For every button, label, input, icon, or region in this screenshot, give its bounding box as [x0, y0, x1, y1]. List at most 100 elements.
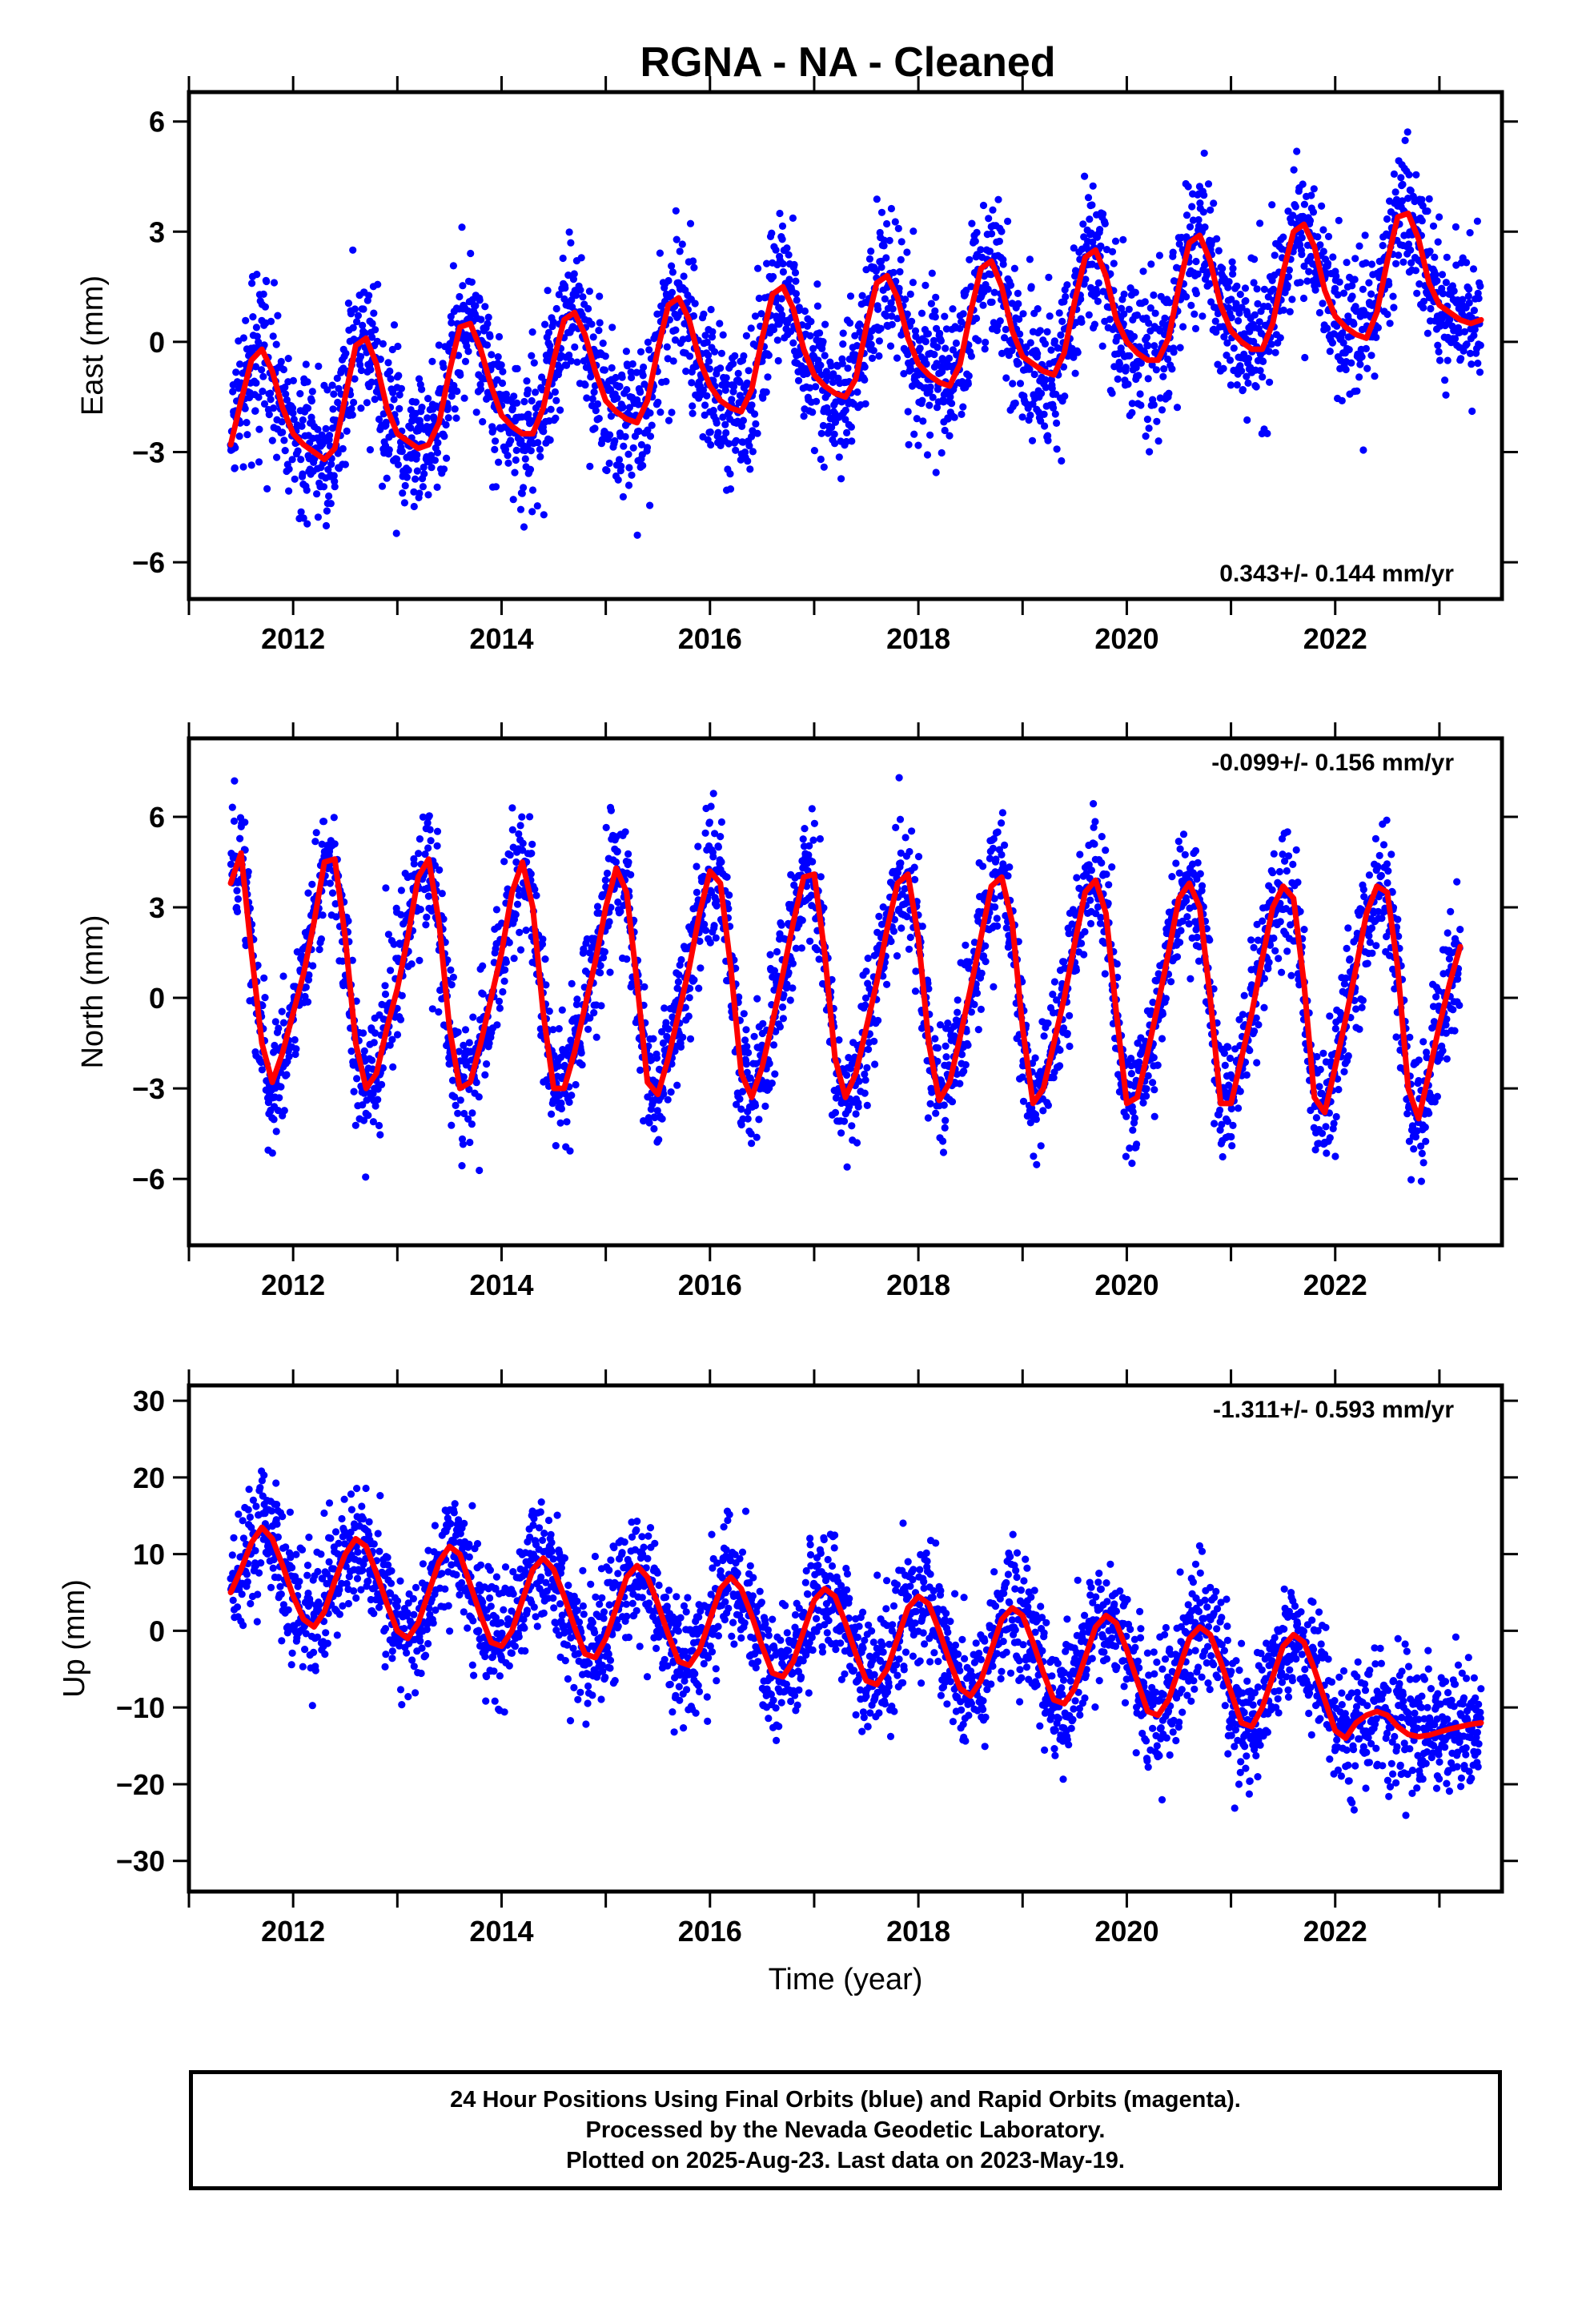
- observation-point: [965, 372, 973, 380]
- observation-point: [1469, 265, 1478, 273]
- observation-point: [305, 971, 313, 979]
- observation-point: [1111, 237, 1120, 245]
- observation-point: [528, 840, 536, 848]
- observation-point: [319, 483, 328, 491]
- observation-point: [676, 247, 684, 255]
- y-axis-label: East (mm): [76, 275, 110, 416]
- observation-point: [333, 374, 341, 382]
- observation-point: [456, 371, 464, 379]
- observation-point: [1200, 149, 1208, 157]
- x-tick-label: 2020: [1094, 622, 1158, 655]
- observation-point: [489, 425, 497, 434]
- observation-point: [1137, 359, 1145, 367]
- observation-point: [488, 351, 496, 359]
- observation-point: [420, 470, 428, 478]
- observation-point: [1090, 320, 1098, 328]
- observation-point: [922, 360, 930, 368]
- observation-point: [789, 984, 797, 992]
- observation-point: [458, 223, 466, 231]
- observation-point: [461, 357, 470, 365]
- observation-point: [424, 844, 432, 852]
- observation-point: [650, 1124, 658, 1133]
- observation-point: [861, 1089, 869, 1097]
- observation-point: [894, 224, 902, 232]
- observation-point: [766, 951, 774, 959]
- observation-point: [344, 300, 352, 308]
- observation-point: [433, 827, 442, 835]
- observation-point: [1062, 292, 1070, 301]
- observation-point: [279, 365, 287, 374]
- observation-point: [1051, 410, 1059, 418]
- observation-point: [779, 1015, 788, 1023]
- observation-point: [821, 320, 829, 328]
- observation-point: [511, 468, 519, 476]
- observation-point: [408, 417, 416, 425]
- observation-point: [904, 351, 912, 359]
- observation-point: [1168, 365, 1176, 373]
- observation-point: [907, 366, 915, 374]
- observation-point: [835, 453, 843, 461]
- observation-point: [449, 262, 458, 270]
- observation-point: [690, 976, 698, 984]
- observation-point: [428, 464, 436, 472]
- observation-point: [1316, 241, 1324, 249]
- observation-point: [415, 850, 423, 858]
- observation-point: [605, 459, 613, 468]
- observation-point: [393, 1031, 402, 1039]
- observation-point: [1371, 372, 1379, 380]
- observation-point: [846, 292, 855, 300]
- observation-point: [1053, 445, 1061, 453]
- observation-point: [926, 431, 934, 439]
- observation-point: [230, 817, 239, 825]
- observation-point: [635, 427, 643, 436]
- observation-point: [1463, 340, 1471, 348]
- observation-point: [1298, 251, 1306, 259]
- observation-point: [373, 337, 381, 345]
- observation-point: [829, 370, 837, 378]
- observation-point: [1451, 335, 1460, 343]
- observation-point: [897, 924, 905, 932]
- observation-point: [451, 405, 459, 413]
- observation-point: [648, 421, 656, 429]
- observation-point: [627, 368, 635, 376]
- observation-point: [936, 1021, 945, 1029]
- observation-point: [299, 470, 307, 478]
- observation-point: [719, 331, 727, 339]
- observation-point: [1460, 328, 1468, 336]
- observation-point: [468, 1109, 476, 1117]
- observation-point: [298, 422, 306, 430]
- observation-point: [1465, 285, 1473, 293]
- observation-point: [499, 368, 507, 376]
- observation-point: [1227, 381, 1235, 389]
- observation-point: [1264, 303, 1272, 311]
- observation-point: [539, 935, 547, 943]
- observation-point: [315, 946, 323, 954]
- observation-point: [303, 378, 311, 386]
- observation-point: [453, 387, 461, 396]
- x-tick-label: 2018: [886, 622, 950, 655]
- observation-point: [1407, 246, 1415, 254]
- observation-point: [460, 1073, 468, 1081]
- observation-point: [1128, 400, 1136, 408]
- observation-point: [1470, 332, 1478, 340]
- observation-point: [712, 934, 720, 942]
- observation-point: [942, 1042, 950, 1050]
- observation-point: [751, 312, 760, 320]
- observation-point: [930, 351, 938, 359]
- observation-point: [412, 398, 420, 406]
- observation-point: [990, 288, 998, 296]
- observation-point: [350, 1088, 358, 1096]
- observation-point: [274, 312, 282, 320]
- observation-point: [1423, 207, 1431, 215]
- observation-point: [1427, 304, 1435, 313]
- observation-point: [512, 858, 520, 866]
- observation-point: [1476, 368, 1484, 376]
- observation-point: [863, 1063, 871, 1072]
- observation-point: [805, 851, 813, 859]
- observation-point: [872, 267, 880, 275]
- observation-point: [291, 1050, 299, 1059]
- observation-point: [941, 312, 949, 320]
- observation-point: [576, 286, 584, 294]
- observation-point: [392, 529, 400, 537]
